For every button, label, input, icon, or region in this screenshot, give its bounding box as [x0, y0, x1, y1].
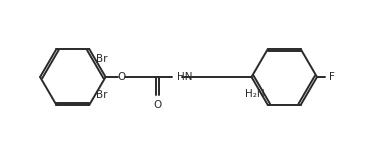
Text: HN: HN — [177, 72, 192, 82]
Text: H₂N: H₂N — [245, 89, 265, 99]
Text: F: F — [329, 72, 335, 82]
Text: O: O — [153, 100, 161, 110]
Text: Br: Br — [96, 54, 108, 64]
Text: O: O — [117, 72, 125, 82]
Text: Br: Br — [96, 90, 108, 100]
